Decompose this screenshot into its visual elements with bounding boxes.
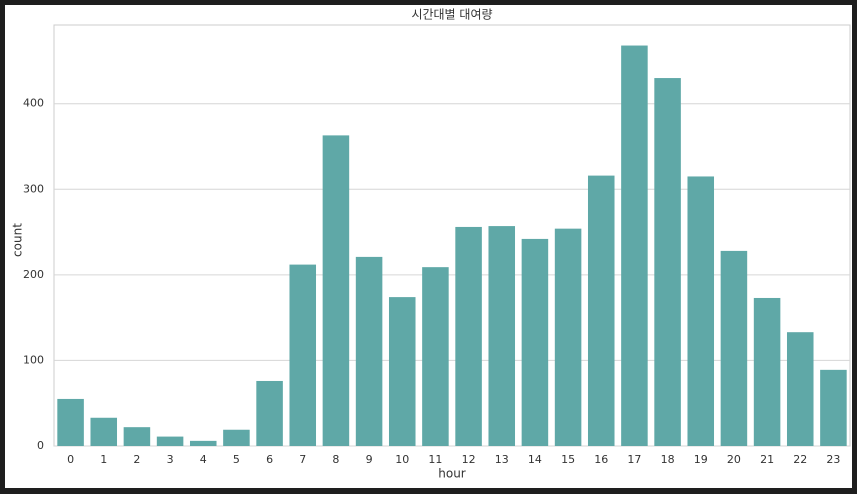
y-tick-label: 300 — [23, 182, 44, 195]
bar — [90, 417, 118, 446]
x-tick-label: 5 — [233, 453, 240, 466]
y-tick-label: 400 — [23, 97, 44, 110]
x-tick-label: 22 — [793, 453, 807, 466]
bar — [422, 267, 449, 446]
x-tick-label: 1 — [100, 453, 107, 466]
x-tick-label: 3 — [167, 453, 174, 466]
bar — [156, 436, 184, 446]
bar — [654, 78, 681, 446]
y-axis-label: count — [11, 223, 25, 257]
bar — [820, 369, 847, 446]
x-tick-label: 6 — [266, 453, 273, 466]
bar — [687, 176, 715, 446]
bar — [256, 380, 283, 446]
x-tick-label: 19 — [694, 453, 708, 466]
y-tick-label: 100 — [23, 353, 44, 366]
bar — [123, 427, 151, 446]
x-tick-label: 15 — [561, 453, 575, 466]
x-tick-label: 11 — [428, 453, 442, 466]
x-tick-label: 0 — [67, 453, 74, 466]
x-tick-label: 21 — [760, 453, 774, 466]
x-tick-label: 7 — [299, 453, 306, 466]
bar — [554, 228, 582, 446]
x-tick-label: 9 — [366, 453, 373, 466]
bar — [786, 332, 814, 446]
x-tick-label: 14 — [528, 453, 542, 466]
bar — [753, 297, 781, 446]
bar — [488, 226, 516, 446]
x-tick-label: 13 — [495, 453, 509, 466]
bar — [322, 135, 350, 446]
bar — [355, 256, 383, 446]
x-tick-label: 20 — [727, 453, 741, 466]
bar — [621, 45, 648, 446]
x-tick-label: 12 — [462, 453, 476, 466]
bar — [223, 429, 250, 446]
bar — [455, 226, 482, 446]
x-tick-label: 17 — [627, 453, 641, 466]
bar — [720, 250, 748, 446]
bar — [289, 264, 317, 446]
x-tick-label: 2 — [133, 453, 140, 466]
bar — [388, 297, 416, 446]
bar — [57, 398, 84, 446]
x-tick-label: 23 — [826, 453, 840, 466]
x-tick-label: 16 — [594, 453, 608, 466]
x-tick-label: 4 — [200, 453, 207, 466]
x-tick-label: 18 — [661, 453, 675, 466]
x-axis-label: hour — [438, 467, 466, 481]
bar — [587, 175, 615, 446]
x-tick-label: 8 — [332, 453, 339, 466]
y-tick-label: 0 — [37, 439, 44, 452]
x-tick-label: 10 — [395, 453, 409, 466]
y-tick-label: 200 — [23, 268, 44, 281]
bar — [189, 440, 217, 446]
chart-title: 시간대별 대여량 — [411, 8, 492, 22]
bar — [521, 238, 549, 446]
